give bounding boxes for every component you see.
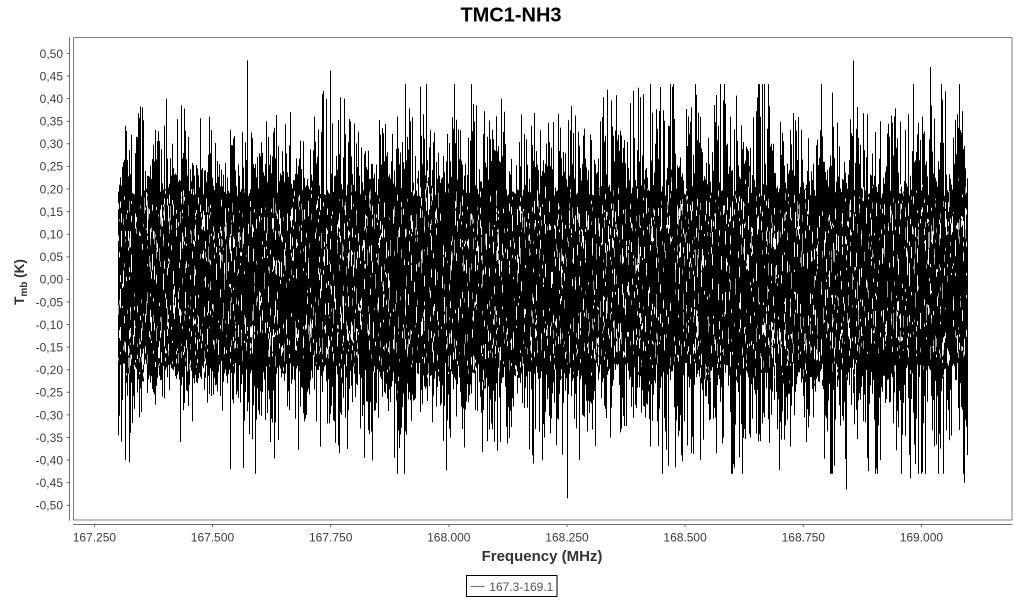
svg-text:-0,50: -0,50 (36, 499, 64, 513)
svg-text:0,00: 0,00 (40, 273, 64, 287)
svg-text:168.500: 168.500 (663, 531, 707, 545)
svg-text:0,30: 0,30 (40, 137, 64, 151)
svg-text:-0,40: -0,40 (36, 454, 64, 468)
svg-text:167.500: 167.500 (191, 531, 235, 545)
svg-text:0,35: 0,35 (40, 115, 64, 129)
svg-text:168.250: 168.250 (545, 531, 589, 545)
svg-text:0,20: 0,20 (40, 182, 64, 196)
svg-text:167.250: 167.250 (73, 531, 117, 545)
svg-text:169.000: 169.000 (900, 531, 944, 545)
svg-text:167.3-169.1: 167.3-169.1 (489, 580, 553, 594)
svg-text:0,40: 0,40 (40, 92, 64, 106)
svg-text:-0,25: -0,25 (36, 386, 64, 400)
svg-text:0,10: 0,10 (40, 228, 64, 242)
svg-text:167.750: 167.750 (309, 531, 353, 545)
svg-text:Frequency (MHz): Frequency (MHz) (482, 548, 603, 565)
svg-text:168.750: 168.750 (782, 531, 826, 545)
svg-text:0,45: 0,45 (40, 69, 64, 83)
svg-text:-0,45: -0,45 (36, 476, 64, 490)
svg-text:-0,20: -0,20 (36, 363, 64, 377)
svg-text:-0,10: -0,10 (36, 318, 64, 332)
svg-text:-0,15: -0,15 (36, 341, 64, 355)
svg-text:0,25: 0,25 (40, 160, 64, 174)
svg-text:-0,05: -0,05 (36, 295, 64, 309)
svg-text:TMC1-NH3: TMC1-NH3 (460, 5, 561, 27)
svg-text:0,15: 0,15 (40, 205, 64, 219)
svg-text:-0,35: -0,35 (36, 431, 64, 445)
svg-text:-0,30: -0,30 (36, 408, 64, 422)
svg-text:168.000: 168.000 (427, 531, 471, 545)
svg-text:0,50: 0,50 (40, 47, 64, 61)
svg-text:0,05: 0,05 (40, 250, 64, 264)
